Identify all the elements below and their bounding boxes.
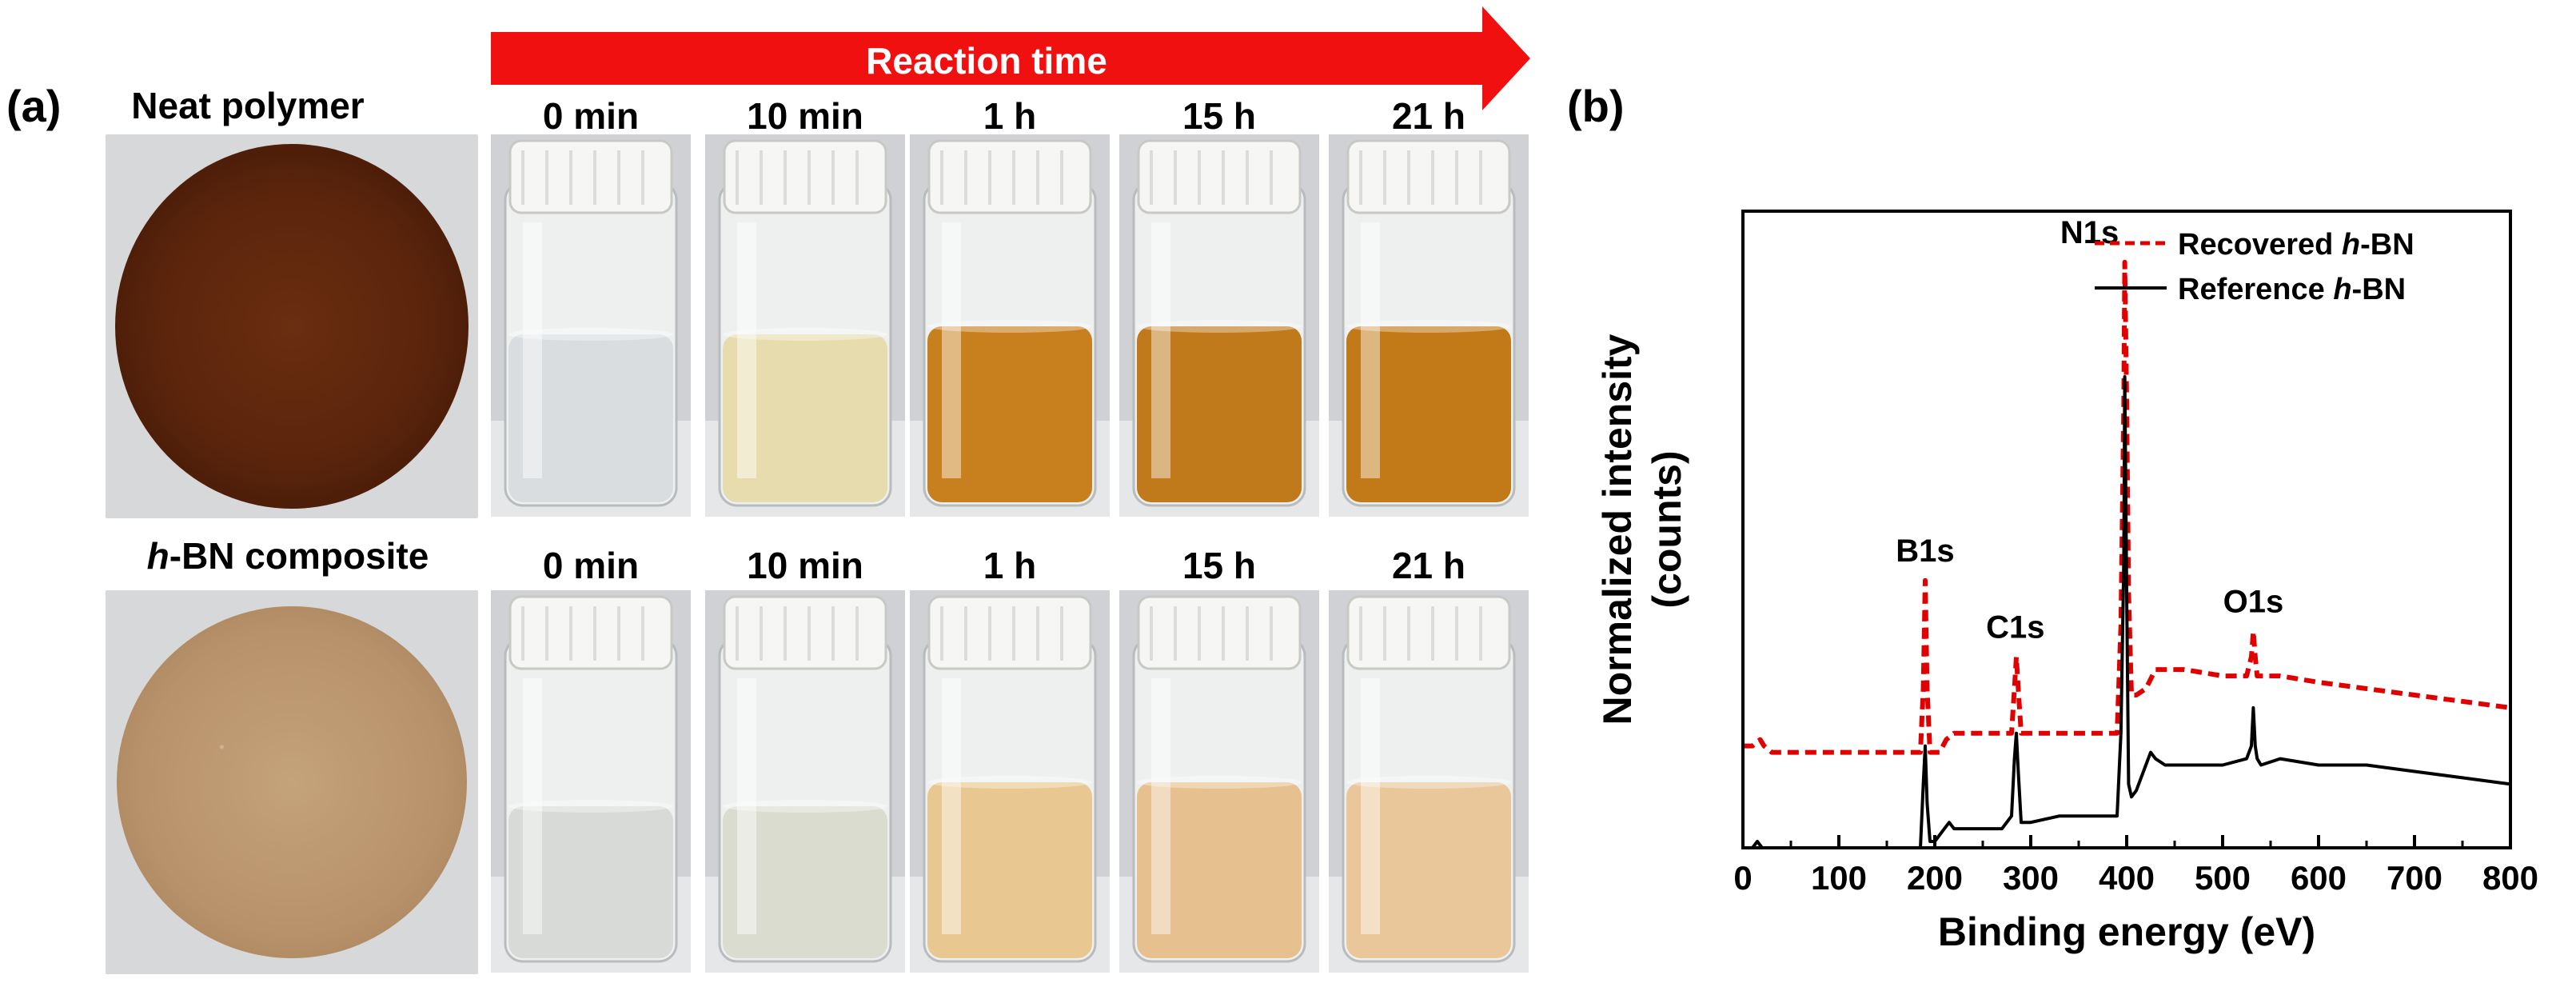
vial-photo-row1-col1 [491,134,691,517]
vial-photo-row1-col3 [910,134,1110,517]
xps-chart: 0 100 200 300 400 500 600 700 800 Binding energy … [1595,210,2538,954]
y-axis-label-line1: Normalized intensity [1595,334,1640,725]
neat-polymer-disk [115,144,469,509]
reaction-time-label: Reaction time [866,40,1107,82]
bn-composite-photo [106,590,478,974]
series-line-recovered [1743,259,2511,755]
neat-polymer-photo [106,134,478,518]
legend-label-reference: Reference h-BN [2178,273,2406,306]
vial-photo-row1-col5 [1329,134,1529,517]
vial-photo-row2-col1 [491,590,691,973]
time-label-row1-col2: 10 min [747,95,863,137]
peak-label-c1s: C1s [1986,609,2044,645]
x-axis-label: Binding energy (eV) [1938,909,2315,954]
series-line-reference [1743,375,2511,849]
row-title-neat-polymer: Neat polymer [131,85,365,126]
legend-label-recovered: Recovered h-BN [2178,228,2415,262]
x-tick-label-200: 200 [1907,859,1963,897]
x-tick-label-600: 600 [2291,859,2347,897]
x-tick-label-800: 800 [2482,859,2538,897]
reaction-time-arrow: Reaction time [491,6,1530,110]
vial-photo-row2-col2 [705,590,905,973]
time-label-row1-col3: 1 h [983,95,1037,137]
y-axis-label-line2: (counts) [1645,450,1689,608]
time-label-row1-col4: 15 h [1182,95,1257,137]
vial-photo-row2-col5 [1329,590,1529,973]
x-tick-label-500: 500 [2195,859,2251,897]
peak-label-b1s: B1s [1896,533,1954,569]
vial-photo-row1-col4 [1119,134,1319,517]
x-tick-label-700: 700 [2387,859,2442,897]
panel-a-label: (a) [6,81,62,131]
time-label-row2-col1: 0 min [542,545,640,586]
arrow-shape [491,6,1530,110]
x-tick-label-100: 100 [1811,859,1867,897]
x-tick-label-300: 300 [2003,859,2059,897]
vial-photo-row2-col3 [910,590,1110,973]
time-label-row1-col1: 0 min [542,95,640,137]
row-title-bn-composite: h-BN composite [146,535,429,577]
vial-photo-row1-col2 [705,134,905,517]
time-label-row1-col5: 21 h [1391,95,1466,137]
time-label-row2-col3: 1 h [983,545,1037,586]
x-tick-label-0: 0 [1733,859,1752,897]
time-label-row2-col4: 15 h [1182,545,1257,586]
x-tick-label-400: 400 [2099,859,2155,897]
bn-composite-disk [117,606,467,958]
panel-b-label: (b) [1567,81,1625,131]
time-label-row2-col2: 10 min [747,545,863,586]
peak-label-o1s: O1s [2223,584,2284,619]
vial-photo-row2-col4 [1119,590,1319,973]
time-label-row2-col5: 21 h [1391,545,1466,586]
peak-label-n1s: N1s [2060,215,2119,250]
